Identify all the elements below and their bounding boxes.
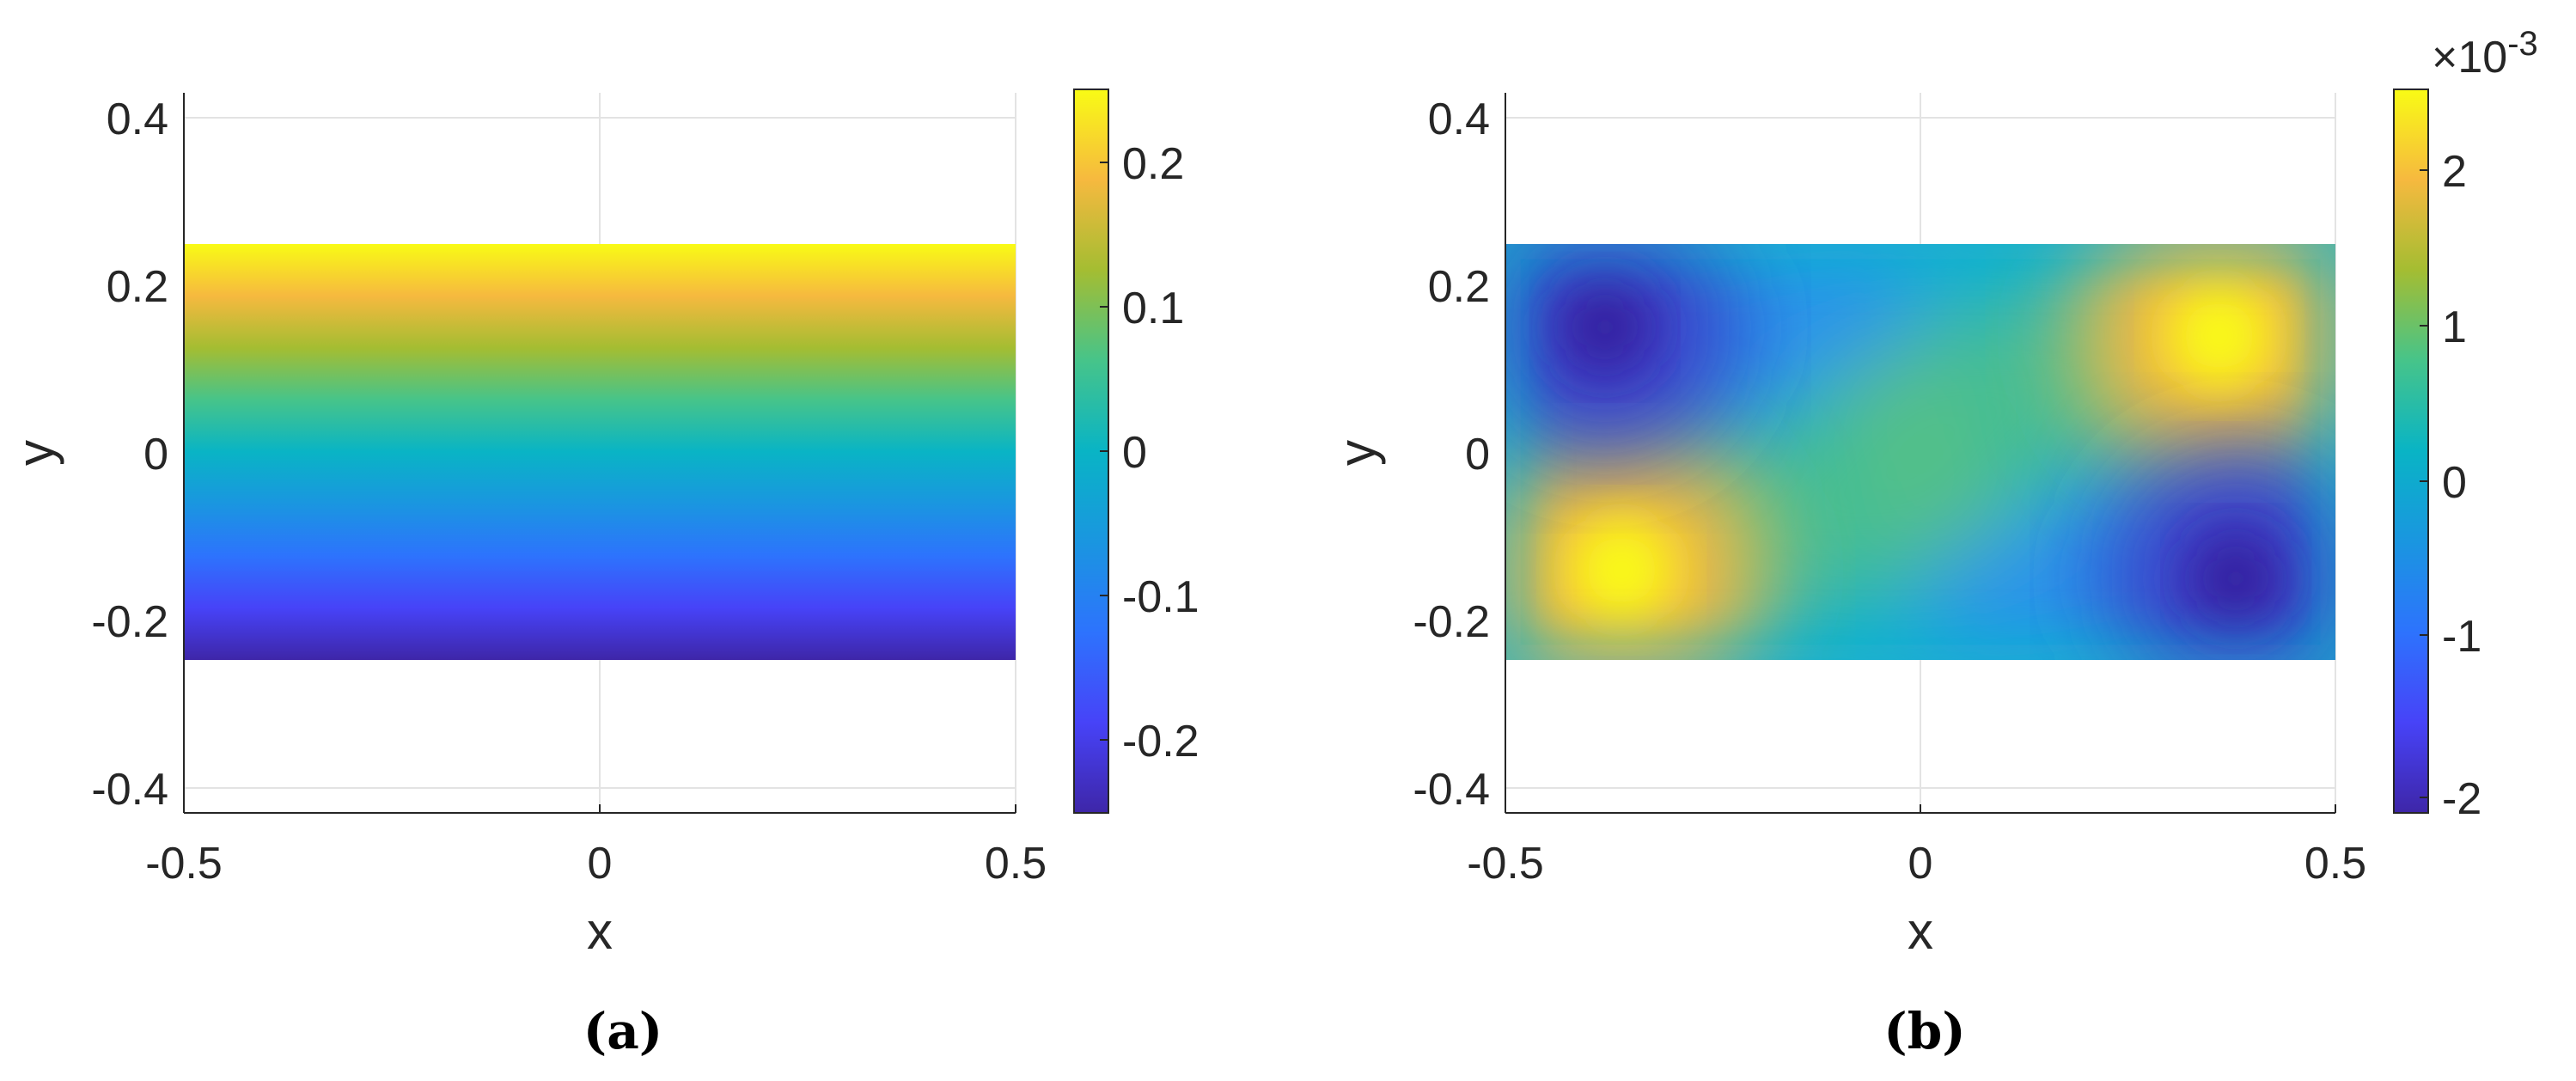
x-tick-marks-b [1920,804,2336,813]
x-tick-label-b-1: 0 [1908,839,1933,889]
colorbar-tick-label-a-4: 0.2 [1122,139,1184,189]
colorbar-tick-label-b-3: 1 [2442,302,2467,352]
colorbar-exponent-power: -3 [2507,25,2538,63]
colorbar-tick-label-b-2: 0 [2442,458,2467,508]
colorbar-tick-label-a-0: -0.2 [1122,717,1199,766]
y-tick-label-b-1: -0.2 [1413,597,1490,647]
extremum-core-max-b-0 [2165,282,2273,389]
y-tick-label-a-2: 0 [143,430,168,479]
panel-a: -0.5 0 0.5 -0.4 -0.2 0 0.2 0.4 x y -0.2 … [7,89,1199,1060]
x-tick-label-b-2: 0.5 [2304,839,2366,889]
y-tick-label-a-4: 0.4 [107,95,168,144]
x-axis-label-b: x [1908,902,1933,960]
extremum-core-max-b-1 [1568,516,1676,624]
heatmap-field-a [184,244,1016,660]
x-tick-label-a-0: -0.5 [145,839,223,889]
extremum-core-min-b-1 [2188,531,2284,626]
x-tick-label-a-1: 0 [588,839,613,889]
x-tick-label-b-0: -0.5 [1467,839,1544,889]
x-tick-label-a-2: 0.5 [985,839,1047,889]
y-tick-label-b-3: 0.2 [1428,262,1490,312]
colorbar-tick-label-a-3: 0.1 [1122,284,1184,333]
y-axis-label-b: y [1328,440,1386,466]
y-tick-label-b-2: 0 [1465,430,1490,479]
y-tick-label-b-4: 0.4 [1428,95,1490,144]
heatmap-field-b [1505,244,2335,660]
panel-b: -0.5 0 0.5 -0.4 -0.2 0 0.2 0.4 x y -2 -1… [1328,25,2538,1060]
colorbar-tick-label-a-1: -0.1 [1122,572,1199,622]
y-tick-label-b-0: -0.4 [1413,765,1490,815]
colorbar-ticks-b [2420,169,2428,798]
colorbar-exponent-b: ×10-3 [2432,25,2538,82]
x-tick-marks-a [599,804,1016,813]
extremum-core-min-b-0 [1557,279,1652,375]
colorbar-tick-label-b-0: -2 [2442,774,2481,824]
colorbar-b [2393,89,2429,814]
caption-b: (b) [1883,1002,1965,1060]
caption-a: (a) [583,1002,662,1060]
y-axis-label-a: y [7,440,64,466]
y-tick-label-a-1: -0.2 [91,597,168,647]
colorbar-tick-label-a-2: 0 [1122,428,1147,478]
x-axis-label-a: x [587,902,613,960]
extrema-b [1505,244,2335,660]
y-tick-label-a-0: -0.4 [91,765,168,815]
y-tick-label-a-3: 0.2 [107,262,168,312]
colorbar-tick-label-b-4: 2 [2442,147,2467,197]
colorbar-exponent-base: ×10 [2432,33,2507,82]
colorbar-tick-label-b-1: -1 [2442,612,2481,662]
colorbar-ticks-a [1100,162,1108,741]
